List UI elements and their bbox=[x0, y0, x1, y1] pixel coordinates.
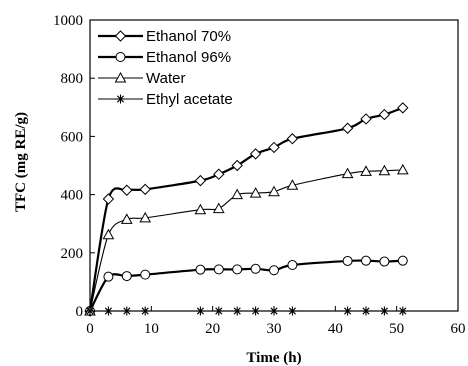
data-point bbox=[102, 193, 115, 205]
data-point bbox=[103, 271, 114, 282]
data-point bbox=[342, 255, 353, 266]
data-point bbox=[379, 256, 390, 267]
data-point bbox=[398, 306, 408, 316]
data-point bbox=[341, 167, 354, 179]
x-tick-label: 0 bbox=[86, 321, 94, 337]
data-point bbox=[232, 264, 243, 275]
data-point bbox=[120, 213, 133, 224]
series-line bbox=[88, 106, 404, 312]
series-water bbox=[84, 163, 409, 316]
legend-label: Ethyl acetate bbox=[146, 91, 233, 108]
data-point bbox=[249, 148, 262, 160]
legend-label: Ethanol 70% bbox=[146, 28, 231, 45]
data-point bbox=[396, 163, 409, 175]
data-point bbox=[361, 306, 371, 316]
y-tick-label: 0 bbox=[76, 304, 84, 320]
x-tick-label: 30 bbox=[267, 321, 282, 337]
data-point bbox=[360, 165, 372, 176]
data-point bbox=[85, 306, 95, 316]
series-ethanol-96 bbox=[85, 255, 408, 316]
y-tick-label: 400 bbox=[61, 188, 84, 204]
data-point bbox=[251, 306, 261, 316]
data-point bbox=[231, 188, 244, 200]
data-point bbox=[140, 269, 151, 280]
data-point bbox=[250, 263, 261, 274]
data-point bbox=[195, 306, 205, 316]
series-ethanol-70 bbox=[84, 102, 409, 317]
data-point bbox=[212, 202, 225, 214]
data-point bbox=[286, 179, 299, 190]
x-tick-label: 40 bbox=[328, 321, 343, 337]
series-layer bbox=[84, 102, 409, 317]
data-point bbox=[140, 306, 150, 316]
data-point bbox=[397, 255, 408, 266]
data-point bbox=[213, 168, 225, 180]
data-point bbox=[122, 306, 132, 316]
x-tick-label: 10 bbox=[144, 321, 159, 337]
x-axis-title: Time (h) bbox=[246, 350, 301, 366]
data-point bbox=[232, 306, 242, 316]
data-point bbox=[194, 203, 207, 215]
data-point bbox=[341, 122, 354, 134]
data-point bbox=[195, 264, 206, 275]
x-tick-label: 20 bbox=[205, 321, 220, 337]
y-axis-title: TFC (mg RE/g) bbox=[13, 112, 29, 212]
y-tick-label: 800 bbox=[61, 71, 84, 87]
data-point bbox=[397, 102, 409, 114]
data-point bbox=[360, 113, 372, 125]
data-point bbox=[378, 108, 391, 121]
x-tick-label: 60 bbox=[451, 321, 466, 337]
legend: Ethanol 70% Ethanol 96% Water Ethyl acetate bbox=[98, 28, 233, 108]
data-point bbox=[231, 159, 243, 172]
data-point bbox=[361, 255, 371, 266]
data-point bbox=[378, 164, 391, 176]
data-point bbox=[287, 306, 297, 316]
data-point bbox=[269, 306, 279, 316]
legend-marker bbox=[114, 30, 127, 42]
data-point bbox=[379, 306, 389, 316]
data-point bbox=[269, 265, 279, 276]
data-point bbox=[194, 174, 207, 187]
y-tick-label: 1000 bbox=[53, 13, 83, 29]
y-tick-label: 200 bbox=[61, 246, 84, 262]
data-point bbox=[268, 141, 280, 154]
series-line bbox=[89, 169, 403, 312]
legend-marker bbox=[114, 71, 127, 83]
data-point bbox=[268, 185, 280, 197]
legend-marker bbox=[116, 94, 125, 104]
x-tick-label: 50 bbox=[389, 321, 404, 337]
data-point bbox=[249, 187, 262, 198]
data-point bbox=[287, 260, 298, 271]
data-point bbox=[214, 306, 224, 316]
data-point bbox=[139, 183, 151, 196]
series-line bbox=[89, 259, 403, 312]
data-point bbox=[286, 133, 299, 145]
data-point bbox=[213, 264, 224, 275]
data-point bbox=[343, 306, 353, 316]
data-point bbox=[121, 184, 133, 196]
legend-label: Ethanol 96% bbox=[146, 49, 231, 66]
data-point bbox=[121, 271, 132, 282]
legend-label: Water bbox=[146, 70, 185, 87]
data-point bbox=[103, 306, 113, 316]
series-ethyl-acetate bbox=[85, 306, 408, 316]
legend-marker bbox=[115, 52, 126, 62]
y-tick-label: 600 bbox=[61, 129, 84, 145]
data-point bbox=[102, 228, 115, 240]
data-point bbox=[139, 211, 152, 223]
